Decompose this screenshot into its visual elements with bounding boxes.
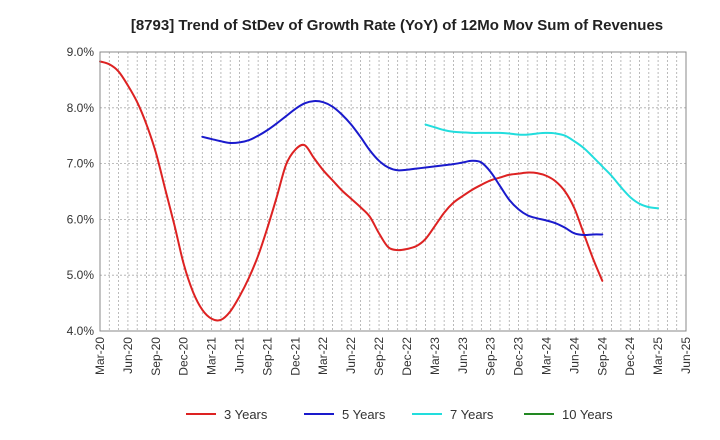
- legend-label: 7 Years: [450, 407, 494, 422]
- y-tick-label: 8.0%: [67, 101, 95, 115]
- series-line-3-years: [99, 60, 604, 322]
- x-tick-label: Jun-20: [121, 337, 135, 374]
- grid: [100, 52, 686, 331]
- legend-label: 10 Years: [562, 407, 613, 422]
- series-lines: [99, 60, 660, 322]
- legend: 3 Years 5 Years 7 Years 10 Years: [186, 407, 613, 422]
- x-tick-label: Jun-23: [456, 337, 470, 374]
- x-tick-label: Dec-21: [288, 337, 302, 376]
- x-tick-label: Dec-20: [177, 337, 191, 376]
- legend-label: 3 Years: [224, 407, 268, 422]
- x-tick-label: Dec-22: [400, 337, 414, 376]
- x-tick-label: Jun-24: [567, 337, 581, 374]
- x-tick-label: Mar-20: [93, 337, 107, 375]
- x-tick-label: Mar-22: [316, 337, 330, 375]
- y-tick-label: 4.0%: [67, 324, 95, 338]
- x-tick-label: Mar-21: [205, 337, 219, 375]
- y-axis: 4.0% 5.0% 6.0% 7.0% 8.0% 9.0%: [67, 45, 95, 338]
- x-tick-label: Sep-22: [372, 337, 386, 376]
- x-tick-label: Sep-20: [149, 337, 163, 376]
- x-tick-label: Sep-24: [595, 337, 609, 376]
- x-tick-label: Sep-23: [484, 337, 498, 376]
- x-tick-label: Mar-25: [651, 337, 665, 375]
- y-tick-label: 9.0%: [67, 45, 95, 59]
- x-tick-label: Jun-25: [679, 337, 693, 374]
- x-tick-label: Dec-23: [512, 337, 526, 376]
- x-tick-label: Jun-21: [233, 337, 247, 374]
- y-tick-label: 5.0%: [67, 268, 95, 282]
- series-line-7-years: [424, 123, 660, 210]
- x-tick-label: Dec-24: [623, 337, 637, 376]
- y-tick-label: 6.0%: [67, 212, 95, 226]
- x-tick-label: Mar-24: [539, 337, 553, 375]
- x-tick-label: Jun-22: [344, 337, 358, 374]
- chart-title: [8793] Trend of StDev of Growth Rate (Yo…: [131, 17, 663, 34]
- y-tick-label: 7.0%: [67, 157, 95, 171]
- legend-label: 5 Years: [342, 407, 386, 422]
- x-tick-label: Mar-23: [428, 337, 442, 375]
- x-tick-label: Sep-21: [260, 337, 274, 376]
- series-line-5-years: [201, 100, 604, 237]
- plot-frame: [99, 51, 687, 332]
- x-axis: Mar-20 Jun-20 Sep-20 Dec-20 Mar-21 Jun-21 Sep-…: [93, 337, 693, 376]
